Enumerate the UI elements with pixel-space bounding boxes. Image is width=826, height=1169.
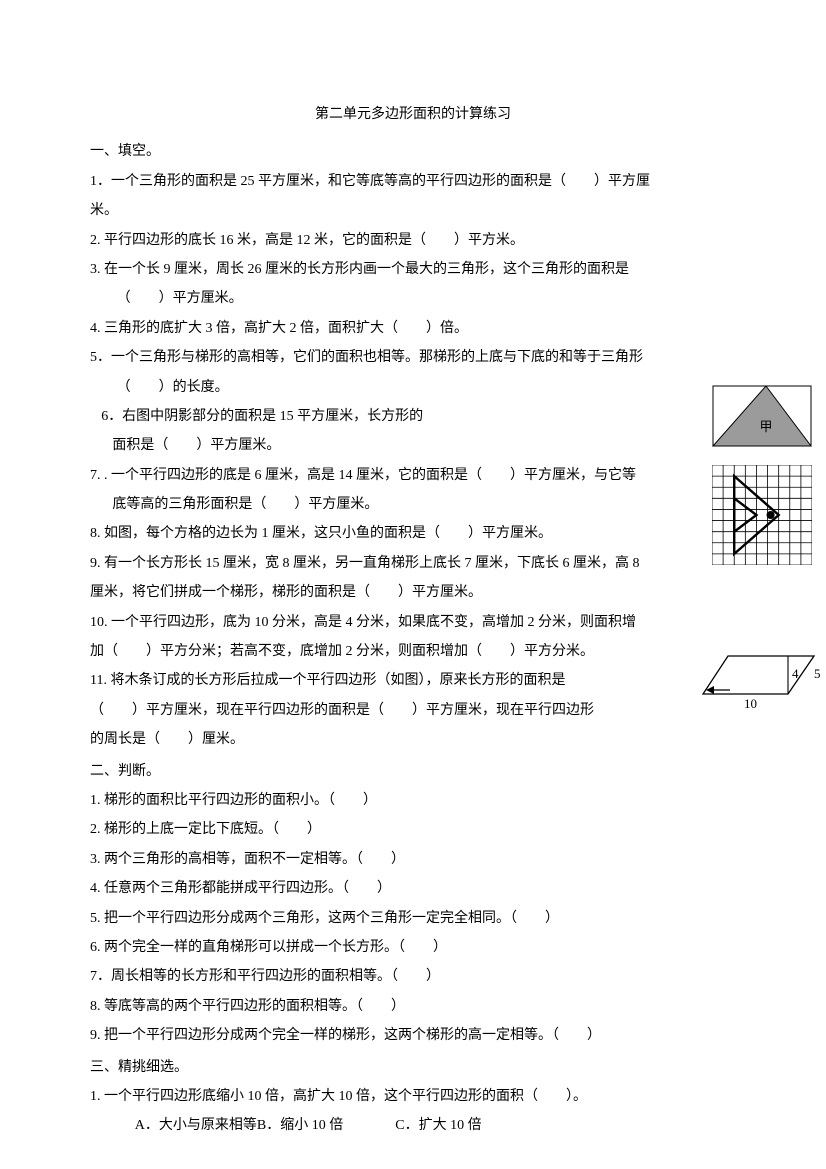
page-title: 第二单元多边形面积的计算练习 bbox=[90, 100, 736, 129]
section-3-heading: 三、精挑细选。 bbox=[90, 1053, 736, 1082]
s2q9: 9. 把一个平行四边形分成两个完全一样的梯形，这两个梯形的高一定相等。（ ） bbox=[90, 1021, 736, 1050]
s3q1-opt-b: B．缩小 10 倍 bbox=[257, 1111, 343, 1140]
q3-line1: 3. 在一个长 9 厘米，周长 26 厘米的长方形内画一个最大的三角形，这个三角… bbox=[90, 255, 736, 284]
s2q1: 1. 梯形的面积比平行四边形的面积小。（ ） bbox=[90, 786, 736, 815]
q9-line1: 9. 有一个长方形长 15 厘米，宽 8 厘米，另一直角梯形上底长 7 厘米，下… bbox=[90, 549, 736, 578]
q10-line2: 加（ ）平方分米；若高不变，底增加 2 分米，则面积增加（ ）平方分米。 bbox=[90, 637, 736, 666]
q1-line2: 米。 bbox=[90, 196, 736, 225]
section-2-heading: 二、判断。 bbox=[90, 757, 736, 786]
q6-line1: 6．右图中阴影部分的面积是 15 平方厘米，长方形的 bbox=[90, 402, 736, 431]
para-h-label: 4 bbox=[792, 666, 799, 681]
q3-line2: （ ）平方厘米。 bbox=[90, 284, 736, 313]
s2q8: 8. 等底等高的两个平行四边形的面积相等。（ ） bbox=[90, 992, 736, 1021]
s3q1-opt-c: C．扩大 10 倍 bbox=[395, 1111, 481, 1140]
q5-line1: 5．一个三角形与梯形的高相等，它们的面积也相等。那梯形的上底与下底的和等于三角形 bbox=[90, 343, 736, 372]
figure-fish-grid bbox=[712, 465, 820, 565]
q7-line1: 7. . 一个平行四边形的底是 6 厘米，高是 14 厘米，它的面积是（ ）平方… bbox=[90, 461, 736, 490]
figure-parallelogram: 4 5 10 bbox=[702, 650, 820, 727]
jia-label: 甲 bbox=[759, 419, 772, 434]
q9-line2: 厘米，将它们拼成一个梯形，梯形的面积是（ ）平方厘米。 bbox=[90, 578, 736, 607]
q11-line3: 的周长是（ ）厘米。 bbox=[90, 725, 736, 754]
q2: 2. 平行四边形的底长 16 米，高是 12 米，它的面积是（ ）平方米。 bbox=[90, 226, 736, 255]
para-s-label: 5 bbox=[814, 666, 820, 681]
s2q5: 5. 把一个平行四边形分成两个三角形，这两个三角形一定完全相同。（ ） bbox=[90, 904, 736, 933]
q5-line2: （ ）的长度。 bbox=[90, 373, 736, 402]
s2q3: 3. 两个三角形的高相等，面积不一定相等。（ ） bbox=[90, 845, 736, 874]
s3q1-opt-a: A．大小与原来相等 bbox=[135, 1111, 257, 1140]
s2q4: 4. 任意两个三角形都能拼成平行四边形。（ ） bbox=[90, 874, 736, 903]
section-1-heading: 一、填空。 bbox=[90, 137, 736, 166]
figure-triangle-in-rect: 甲 bbox=[712, 385, 820, 447]
q7-line2: 底等高的三角形面积是（ ）平方厘米。 bbox=[90, 490, 736, 519]
s2q7: 7．周长相等的长方形和平行四边形的面积相等。（ ） bbox=[90, 962, 736, 991]
para-b-label: 10 bbox=[744, 696, 757, 711]
q11-line2: （ ）平方厘米，现在平行四边形的面积是（ ）平方厘米，现在平行四边形 bbox=[90, 696, 736, 725]
q6-line2: 面积是（ ）平方厘米。 bbox=[90, 431, 736, 460]
q11-line1: 11. 将木条订成的长方形后拉成一个平行四边形（如图），原来长方形的面积是 bbox=[90, 666, 736, 695]
s3q1: 1. 一个平行四边形底缩小 10 倍，高扩大 10 倍，这个平行四边形的面积（ … bbox=[90, 1082, 736, 1111]
s3q1-options: A．大小与原来相等B．缩小 10 倍 C．扩大 10 倍 bbox=[90, 1111, 736, 1140]
q1-line1: 1．一个三角形的面积是 25 平方厘米，和它等底等高的平行四边形的面积是（ ）平… bbox=[90, 167, 736, 196]
arrow-icon bbox=[706, 686, 730, 694]
q4: 4. 三角形的底扩大 3 倍，高扩大 2 倍，面积扩大（ ）倍。 bbox=[90, 314, 736, 343]
s2q2: 2. 梯形的上底一定比下底短。（ ） bbox=[90, 815, 736, 844]
q10-line1: 10. 一个平行四边形，底为 10 分米，高是 4 分米，如果底不变，高增加 2… bbox=[90, 608, 736, 637]
s2q6: 6. 两个完全一样的直角梯形可以拼成一个长方形。（ ） bbox=[90, 933, 736, 962]
q8: 8. 如图，每个方格的边长为 1 厘米，这只小鱼的面积是（ ）平方厘米。 bbox=[90, 519, 736, 548]
